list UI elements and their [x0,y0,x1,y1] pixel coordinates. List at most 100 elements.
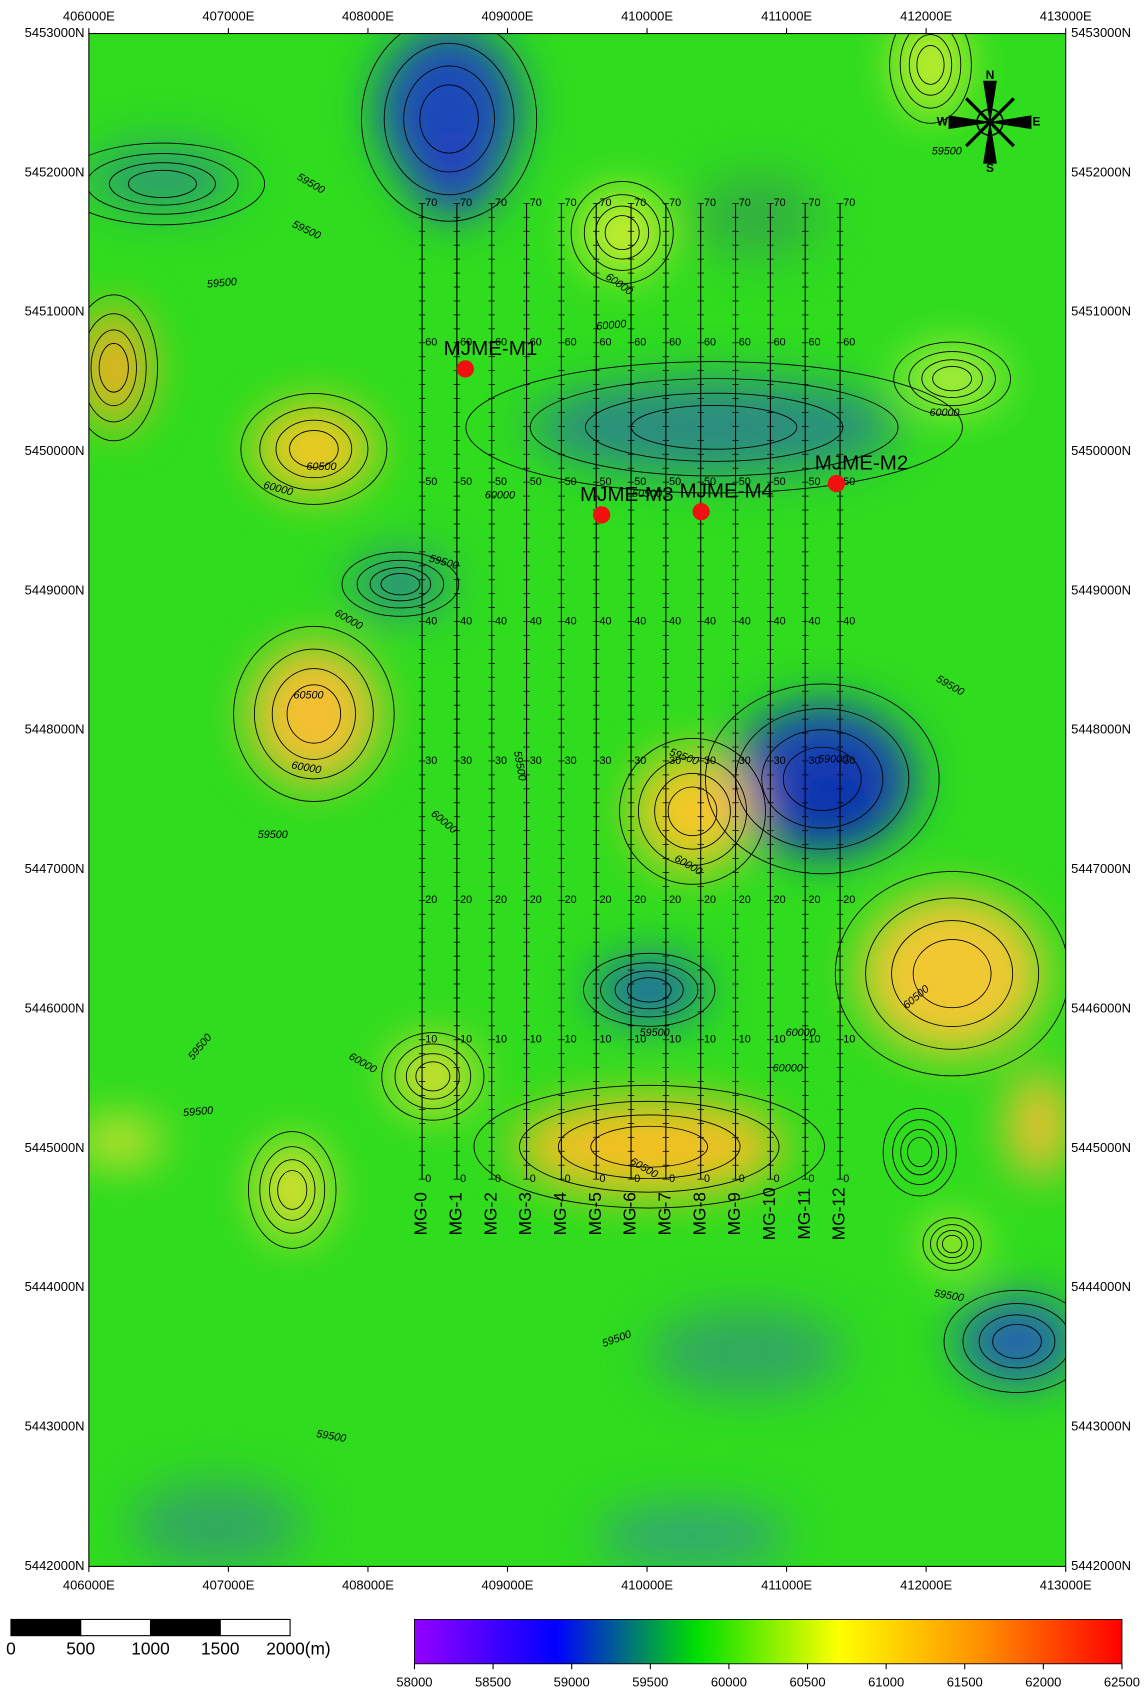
station-label: 20 [565,894,577,906]
x-axis-label: 407000E [202,1577,254,1592]
station-label: 0 [460,1173,466,1185]
station-point [457,360,474,377]
station-label: 50 [565,476,577,488]
station-label: 60 [739,337,751,349]
station-label: 10 [460,1034,472,1046]
color-bar-label: 58000 [396,1675,432,1690]
station-label: 70 [565,197,577,209]
station-label: 30 [565,755,577,767]
contour-label: 60000 [773,1063,803,1075]
y-axis-label: 5442000N [1071,1558,1131,1573]
station-label: 70 [495,197,507,209]
station-label: 40 [530,615,542,627]
station-label: 20 [808,894,820,906]
x-axis-label: 412000E [900,9,952,24]
contour-label: 59500 [640,1027,670,1039]
station-label: 70 [425,197,437,209]
station-label: 20 [634,894,646,906]
color-bar-label: 62500 [1104,1675,1140,1690]
station-label: 0 [495,1173,501,1185]
station-label: 40 [808,615,820,627]
shade-blob [130,1482,303,1569]
station-label: 70 [530,197,542,209]
map-background [89,34,1066,1567]
y-axis-label: 5445000N [25,1140,85,1155]
color-bar-label: 60000 [711,1675,747,1690]
station-label: 40 [739,615,751,627]
x-axis-label: 408000E [342,1577,394,1592]
scale-label: 0 [6,1638,16,1658]
station-label: 50 [808,476,820,488]
station-label: 30 [460,755,472,767]
contour-label: 60000 [786,1027,816,1039]
y-axis-label: 5444000N [25,1279,85,1294]
station-label: 40 [599,615,611,627]
station-label: 70 [669,197,681,209]
shade-blob [903,348,1000,409]
y-axis-label: 5453000N [1071,25,1131,40]
x-axis-label: 411000E [761,1577,812,1592]
station-label: 0 [669,1173,675,1185]
y-axis-label: 5448000N [1071,722,1131,737]
station-label: 70 [460,197,472,209]
station-label: 10 [599,1034,611,1046]
shade-blob [581,191,663,273]
station-label: 70 [774,197,786,209]
contour-label: 59000 [818,753,848,765]
y-axis-label: 5443000N [25,1418,85,1433]
station-label: 0 [599,1173,605,1185]
y-axis-label: 5446000N [1071,1000,1131,1015]
survey-line-label: MG-7 [654,1192,674,1235]
color-bar-label: 58500 [475,1675,511,1690]
contour-label: 60500 [632,488,662,500]
y-axis-label: 5450000N [1071,443,1131,458]
station-point [828,475,845,492]
x-axis-label: 407000E [202,9,254,24]
color-bar-label: 59500 [632,1675,668,1690]
station-label: 0 [843,1173,849,1185]
y-axis-label: 5451000N [25,304,85,319]
y-axis-label: 5453000N [25,25,85,40]
survey-line-label: MG-10 [759,1187,779,1240]
survey-line-label: MG-8 [689,1192,709,1235]
compass-letter: E [1033,114,1041,128]
x-axis-label: 406000E [63,1577,115,1592]
shade-blob [79,308,148,427]
survey-line-label: MG-6 [620,1192,640,1235]
shade-blob [595,1504,790,1569]
y-axis-label: 5449000N [1071,582,1131,597]
shade-blob [633,752,752,871]
station-label: 10 [774,1034,786,1046]
y-axis-label: 5448000N [25,722,85,737]
y-axis-label: 5446000N [25,1000,85,1015]
station-label: 30 [495,755,507,767]
x-axis-label: 408000E [342,9,394,24]
y-axis-label: 5447000N [1071,861,1131,876]
station-label: 40 [669,615,681,627]
station-label: 50 [495,476,507,488]
station-label: 40 [634,615,646,627]
station-label: 30 [530,755,542,767]
survey-line-label: MG-11 [794,1188,814,1240]
station-label: 0 [704,1173,710,1185]
station-label: 30 [425,755,437,767]
station-label: 60 [599,337,611,349]
station-label: 30 [599,755,611,767]
color-bar-label: 61000 [868,1675,904,1690]
y-axis-label: 5442000N [25,1558,85,1573]
station-label: 20 [774,894,786,906]
station-label: 20 [425,894,437,906]
station-label: 10 [530,1034,542,1046]
compass-letter: W [937,114,949,128]
station-label: 40 [565,615,577,627]
y-axis-label: 5450000N [25,443,85,458]
contour-label: 60500 [306,461,336,473]
scale-label: 2000(m) [266,1638,330,1658]
survey-line-label: MG-2 [480,1192,500,1235]
station-label: 70 [599,197,611,209]
station-label: 40 [425,615,437,627]
station-label: 30 [774,755,786,767]
scale-segment [11,1619,81,1635]
x-axis-label: 413000E [1040,9,1092,24]
contour-label: 59500 [932,145,962,157]
